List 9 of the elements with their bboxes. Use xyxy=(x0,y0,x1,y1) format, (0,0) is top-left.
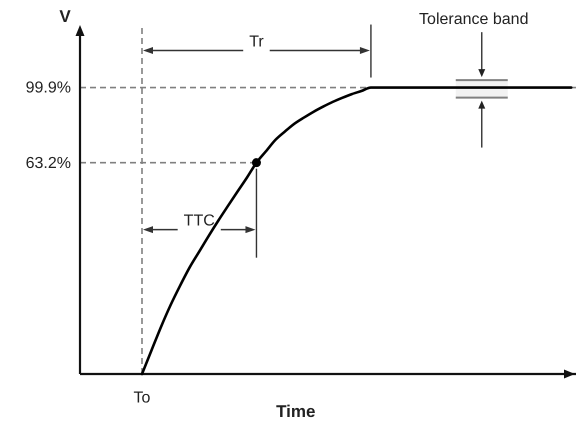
line-series xyxy=(140,86,573,376)
y-tick-label: 63.2% xyxy=(26,154,71,172)
y-axis-title: V xyxy=(59,7,72,26)
band-label: Tolerance band xyxy=(419,11,528,28)
x-tick-label: To xyxy=(134,389,151,406)
y-tick-label: 99.9% xyxy=(26,80,71,97)
annotation: TTC xyxy=(184,212,215,230)
annotation: Tr xyxy=(249,34,264,51)
x-axis-title: Time xyxy=(276,402,316,421)
